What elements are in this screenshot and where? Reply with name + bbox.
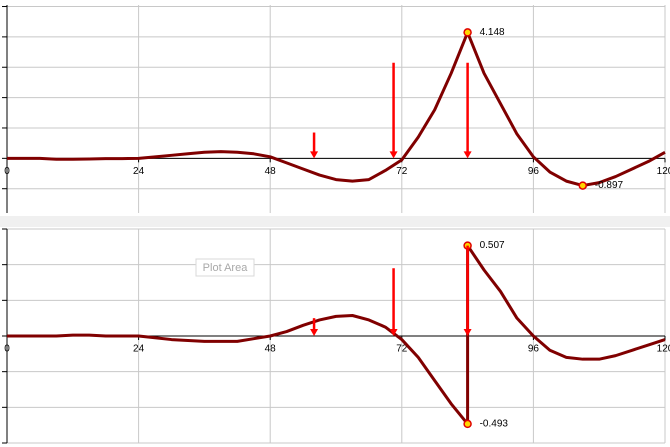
arrow-head: [463, 151, 472, 159]
x-tick-label: 96: [528, 166, 540, 177]
point-label: 0.507: [480, 240, 505, 251]
x-tick-label: 24: [133, 344, 145, 355]
x-tick-label: 0: [4, 166, 10, 177]
point-label: -0.493: [480, 419, 509, 430]
tooltip-box: [195, 258, 255, 277]
data-line: [7, 244, 666, 426]
arrow-head: [463, 329, 472, 336]
x-tick-label: 48: [265, 166, 277, 177]
arrow-head: [389, 151, 398, 159]
x-tick-label: 120: [657, 344, 670, 355]
arrow-head: [310, 151, 319, 159]
highlight-point: [463, 28, 472, 37]
data-line: [7, 30, 666, 188]
x-tick-label: 96: [528, 344, 540, 355]
x-tick-label: 72: [396, 344, 408, 355]
arrow-head: [310, 329, 319, 336]
highlight-point: [463, 419, 472, 429]
x-tick-label: 24: [133, 166, 145, 177]
arrow-head: [389, 329, 398, 336]
x-tick-label: 120: [657, 166, 670, 177]
divider: [0, 216, 670, 227]
x-tick-label: 72: [396, 166, 408, 177]
point-label: 4.148: [480, 27, 505, 38]
point-label: -0.897: [595, 180, 624, 191]
highlight-point: [578, 181, 587, 190]
x-tick-label: 0: [4, 344, 10, 355]
x-tick-label: 48: [265, 344, 277, 355]
tooltip: Plot Area: [203, 262, 249, 274]
